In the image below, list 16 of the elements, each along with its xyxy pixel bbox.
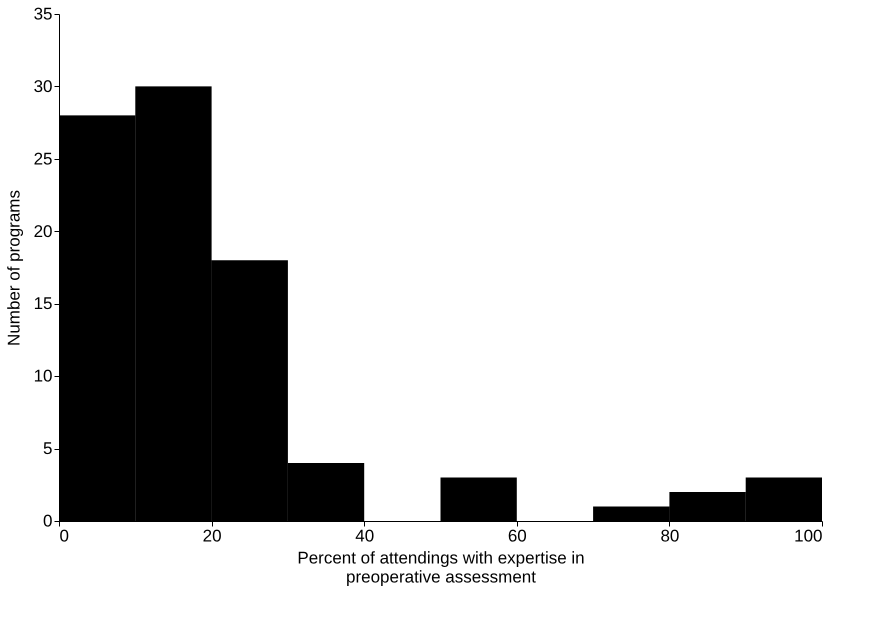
y-axis-title: Number of programs — [4, 190, 24, 346]
y-tick-label: 5 — [43, 439, 52, 458]
x-tick-label: 20 — [202, 526, 222, 546]
y-tick-label: 0 — [43, 512, 52, 530]
y-tick-label: 15 — [34, 294, 52, 314]
x-axis-title: Percent of attendings with expertise in preoperative assessment — [297, 548, 585, 586]
x-tick-label: 60 — [508, 526, 527, 546]
y-tick-label: 35 — [34, 4, 52, 24]
y-tick-label: 30 — [34, 76, 52, 96]
x-tick-label: 0 — [60, 526, 69, 546]
y-tick-label: 10 — [34, 366, 52, 386]
x-tick-label: 100 — [794, 526, 822, 546]
y-tick-label: 20 — [34, 222, 52, 241]
x-tick-label: 40 — [355, 526, 374, 546]
y-tick-label: 25 — [34, 149, 52, 168]
x-tick-label: 80 — [660, 526, 680, 546]
